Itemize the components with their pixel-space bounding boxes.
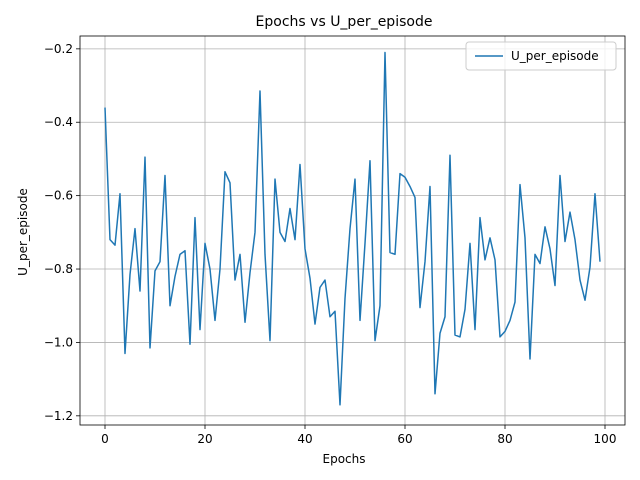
x-tick-label: 100 <box>594 432 617 446</box>
x-tick-label: 80 <box>497 432 512 446</box>
legend-label: U_per_episode <box>511 49 599 63</box>
x-tick-label: 40 <box>297 432 312 446</box>
x-tick-label: 20 <box>197 432 212 446</box>
grid <box>80 36 625 425</box>
series-layer <box>104 51 601 406</box>
plot-frame <box>79 35 626 426</box>
ticks: 0 20 40 60 80 100 −1.2 −1.0 −0.8 −0.6 −0.4 −0.2 <box>44 42 617 446</box>
series-line <box>104 51 601 406</box>
y-tick-label: −1.0 <box>44 335 73 349</box>
y-tick-label: −0.6 <box>44 189 73 203</box>
y-tick-label: −1.2 <box>44 409 73 423</box>
x-tick-label: 60 <box>397 432 412 446</box>
y-tick-label: −0.8 <box>44 262 73 276</box>
legend: U_per_episode <box>465 41 617 71</box>
legend-box <box>465 41 617 71</box>
y-axis-label: U_per_episode <box>16 188 30 276</box>
x-tick-label: 0 <box>101 432 109 446</box>
x-axis-label: Epochs <box>323 452 366 466</box>
y-tick-label: −0.4 <box>44 115 73 129</box>
y-tick-label: −0.2 <box>44 42 73 56</box>
chart-title: Epochs vs U_per_episode <box>256 14 433 30</box>
